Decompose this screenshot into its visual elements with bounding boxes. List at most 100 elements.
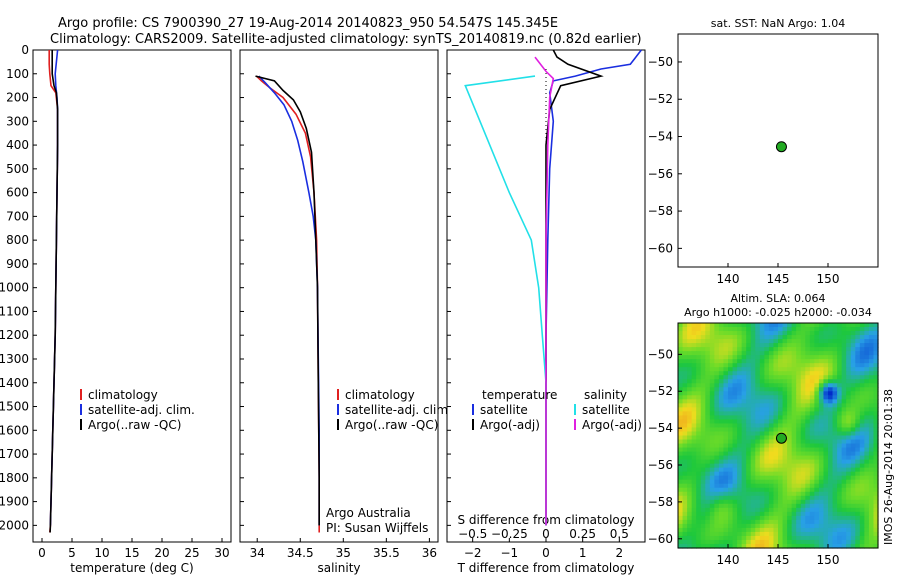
sla-cell xyxy=(768,507,775,513)
sla-cell xyxy=(723,335,729,340)
sla-cell xyxy=(846,415,852,421)
sla-cell xyxy=(809,491,815,497)
sla-cell xyxy=(700,411,706,417)
sla-cell xyxy=(732,531,738,537)
sla-cell xyxy=(800,407,806,412)
sla-cell xyxy=(764,327,770,332)
sla-cell xyxy=(859,403,865,408)
sla-cell xyxy=(705,387,711,392)
sla-cell xyxy=(768,423,775,429)
sla-cell xyxy=(864,355,870,360)
sla-cell xyxy=(787,499,793,505)
sla-cell xyxy=(773,347,779,352)
sla-cell xyxy=(705,527,711,533)
sla-cell xyxy=(764,375,770,380)
sla-cell xyxy=(746,343,752,348)
sla-cell xyxy=(818,399,825,404)
diff-legend-header-salinity: salinity xyxy=(584,388,627,402)
sla-cell xyxy=(737,447,743,453)
sla-cell xyxy=(855,535,861,541)
sla-cell xyxy=(746,463,752,469)
sla-cell xyxy=(850,419,856,425)
sla-cell xyxy=(691,539,697,545)
sla-cell xyxy=(850,415,856,421)
sla-cell xyxy=(728,347,734,352)
sla-cell xyxy=(782,527,788,533)
sla-cell xyxy=(809,359,815,364)
sla-cell xyxy=(809,523,815,529)
sla-cell xyxy=(700,543,706,549)
sla-cell xyxy=(818,443,825,449)
sla-cell xyxy=(723,411,729,417)
sla-cell xyxy=(837,515,843,521)
sla-cell xyxy=(805,535,811,541)
sla-cell xyxy=(818,323,825,328)
sla-cell xyxy=(805,479,811,485)
sla-cell xyxy=(818,419,825,425)
sla-cell xyxy=(873,323,879,328)
sla-cell xyxy=(764,391,770,396)
sla-cell xyxy=(678,347,684,352)
sla-cell xyxy=(805,339,811,344)
sla-cell xyxy=(778,415,784,421)
sla-cell xyxy=(750,411,756,417)
sla-cell xyxy=(864,339,870,344)
sla-cell xyxy=(705,519,711,525)
sla-cell xyxy=(859,359,865,364)
sla-cell xyxy=(759,331,765,336)
sla-cell xyxy=(778,375,784,380)
sla-cell xyxy=(787,543,793,549)
sla-cell xyxy=(759,471,765,477)
sla-cell xyxy=(723,343,729,348)
sla-cell xyxy=(837,499,843,505)
sla-cell xyxy=(837,491,843,497)
sla-cell xyxy=(709,451,715,457)
sla-cell xyxy=(737,451,743,457)
sla-cell xyxy=(841,387,847,392)
sla-cell xyxy=(732,527,738,533)
sla-cell xyxy=(737,395,743,400)
sla-cell xyxy=(837,535,843,541)
sla-cell xyxy=(800,427,806,433)
sla-cell xyxy=(778,427,784,433)
sla-cell xyxy=(682,339,688,344)
sla-cell xyxy=(741,359,747,364)
sla-cell xyxy=(809,479,815,485)
sla-cell xyxy=(737,515,743,521)
sla-cell xyxy=(678,383,684,388)
sla-cell xyxy=(791,467,797,473)
sla-cell xyxy=(805,527,811,533)
sla-cell xyxy=(691,399,697,404)
sla-cell xyxy=(732,359,738,364)
sla-cell xyxy=(759,451,765,457)
sla-cell xyxy=(737,379,743,384)
sla-cell xyxy=(796,415,802,421)
sla-cell xyxy=(864,367,870,372)
sla-cell xyxy=(691,439,697,445)
sla-cell xyxy=(787,407,793,412)
sla-cell xyxy=(746,543,752,549)
sla-cell xyxy=(846,331,852,336)
sla-cell xyxy=(750,531,756,537)
sla-cell xyxy=(741,543,747,549)
sla-cell xyxy=(737,491,743,497)
sla-cell xyxy=(718,535,725,541)
sla-cell xyxy=(828,543,834,549)
sla-cell xyxy=(800,367,806,372)
sla-cell xyxy=(796,371,802,376)
sla-cell xyxy=(764,523,770,529)
sla-cell xyxy=(718,371,725,376)
sla-cell xyxy=(728,507,734,513)
sla-cell xyxy=(787,463,793,469)
sla-cell xyxy=(709,391,715,396)
sla-cell xyxy=(755,543,761,549)
sla-cell xyxy=(691,479,697,485)
sla-cell xyxy=(718,411,725,417)
sla-cell xyxy=(728,371,734,376)
sla-cell xyxy=(837,375,843,380)
sla-cell xyxy=(832,383,838,388)
sla-cell xyxy=(859,383,865,388)
sla-cell xyxy=(832,483,838,489)
sla-cell xyxy=(691,443,697,449)
sla-cell xyxy=(759,351,765,356)
